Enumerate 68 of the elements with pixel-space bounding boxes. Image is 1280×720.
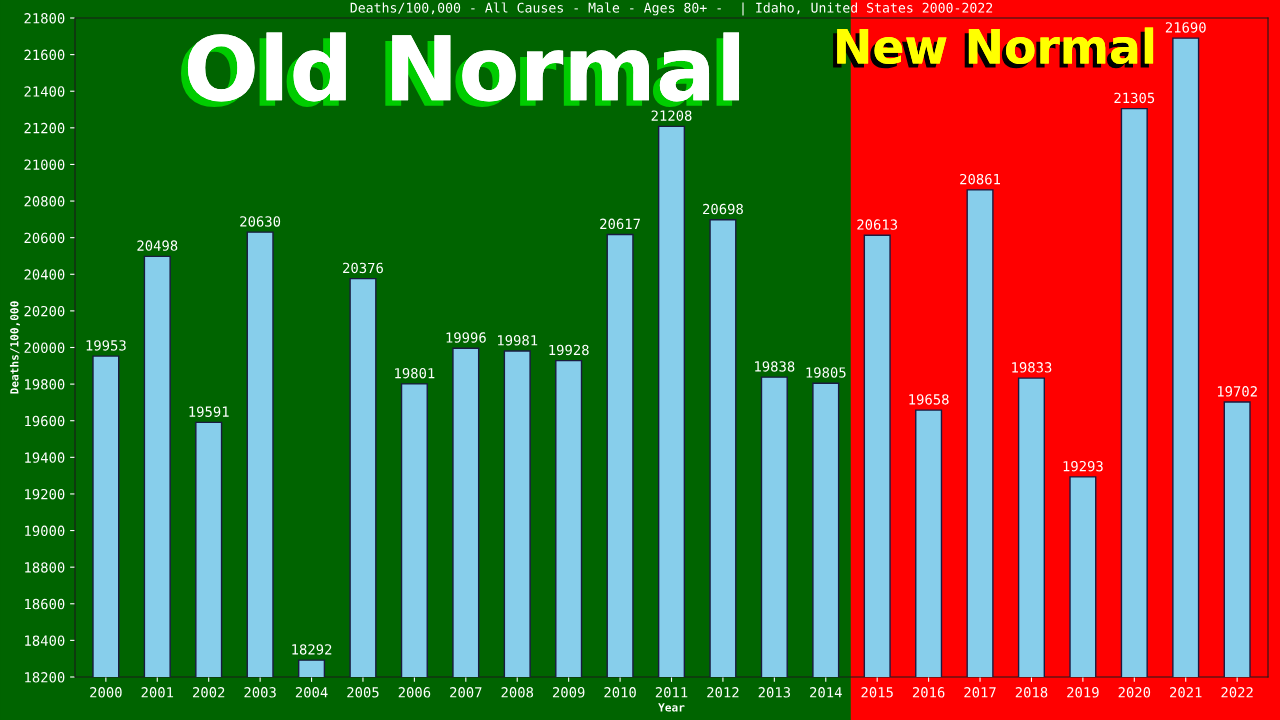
x-tick-label: 2012 — [707, 687, 739, 698]
x-tick-label: 2017 — [964, 687, 996, 698]
y-tick-label: 19800 — [25, 379, 65, 390]
x-tick-label: 2015 — [861, 687, 893, 698]
y-tick-label: 19400 — [25, 452, 65, 463]
data-label: 20630 — [240, 216, 281, 227]
data-label: 19981 — [498, 335, 538, 346]
data-label: 19805 — [806, 367, 846, 378]
y-tick-label: 18800 — [25, 562, 65, 573]
y-tick-label: 20200 — [24, 305, 65, 317]
x-axis-title: Year — [658, 703, 685, 712]
data-label: 19953 — [86, 340, 126, 351]
y-tick-label: 19200 — [25, 488, 65, 500]
data-label: 19801 — [395, 367, 435, 379]
x-tick-label: 2000 — [90, 687, 122, 698]
x-tick-label: 2016 — [912, 687, 945, 698]
data-label: 18292 — [292, 644, 332, 655]
data-label: 21690 — [1165, 22, 1206, 33]
data-label: 20698 — [703, 203, 743, 215]
x-tick-label: 2009 — [552, 687, 585, 698]
x-tick-label: 2001 — [141, 687, 174, 698]
x-tick-label: 2005 — [347, 687, 379, 698]
x-tick-label: 2006 — [398, 687, 431, 698]
x-tick-label: 2020 — [1118, 687, 1151, 698]
data-label: 21208 — [651, 110, 692, 121]
y-tick-label: 19600 — [25, 415, 65, 427]
y-tick-label: 20000 — [24, 342, 65, 354]
data-label: 21305 — [1114, 92, 1155, 104]
data-label: 20498 — [137, 240, 178, 251]
y-tick-label: 18600 — [25, 598, 65, 610]
x-tick-label: 2011 — [655, 687, 688, 698]
x-tick-label: 2002 — [193, 687, 225, 698]
band-label: Old Normal — [180, 32, 740, 107]
data-label: 19293 — [1063, 460, 1103, 472]
y-tick-label: 18400 — [25, 635, 65, 646]
y-tick-label: 19000 — [25, 525, 65, 537]
x-tick-label: 2007 — [450, 687, 482, 698]
x-tick-label: 2010 — [604, 687, 636, 698]
data-label: 20617 — [600, 218, 640, 230]
data-label: 20861 — [960, 173, 1000, 185]
y-tick-label: 20800 — [24, 196, 65, 207]
x-tick-label: 2008 — [501, 687, 534, 698]
y-tick-label: 21800 — [24, 13, 65, 24]
x-tick-label: 2014 — [810, 687, 842, 698]
x-tick-label: 2022 — [1221, 687, 1253, 698]
data-label: 19928 — [549, 344, 589, 356]
x-tick-label: 2013 — [758, 687, 791, 698]
x-tick-label: 2018 — [1015, 687, 1048, 698]
data-label: 19702 — [1217, 386, 1257, 397]
x-tick-label: 2019 — [1067, 687, 1099, 698]
y-tick-label: 21000 — [24, 159, 65, 170]
data-label: 20376 — [343, 262, 383, 274]
data-label: 19658 — [909, 394, 949, 405]
x-tick-label: 2021 — [1170, 687, 1202, 698]
y-tick-label: 20600 — [24, 232, 65, 244]
x-tick-label: 2003 — [244, 687, 276, 698]
data-label: 20613 — [857, 219, 898, 230]
y-tick-label: 20400 — [24, 269, 65, 280]
data-label: 19838 — [755, 361, 795, 372]
y-axis-title: Deaths/100,000 — [9, 301, 20, 394]
data-label: 19591 — [189, 406, 229, 417]
y-tick-label: 18200 — [25, 672, 65, 683]
y-tick-label: 21600 — [24, 49, 65, 61]
y-tick-label: 21200 — [24, 122, 65, 134]
data-label: 19996 — [446, 332, 486, 343]
y-tick-label: 21400 — [24, 86, 65, 97]
data-label: 19833 — [1012, 362, 1052, 373]
x-tick-label: 2004 — [295, 687, 328, 698]
